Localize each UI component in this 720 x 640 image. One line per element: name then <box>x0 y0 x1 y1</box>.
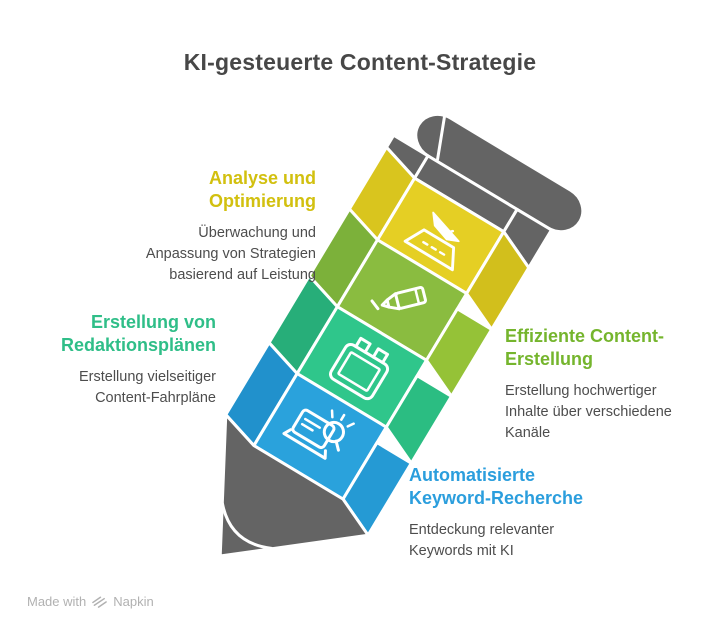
marker-pen-icon <box>370 285 427 311</box>
step-label-redaktion: Erstellung von Redaktionsplänen Erstellu… <box>16 311 216 409</box>
napkin-logo-icon <box>92 596 108 608</box>
step-description: Erstellung hochwertiger Inhalte über ver… <box>505 382 672 442</box>
laptop-search-icon <box>282 408 355 460</box>
step-heading: Analyse und Optimierung <box>208 168 316 211</box>
page-title: KI-gesteuerte Content-Strategie <box>183 49 537 75</box>
step-heading: Automatisierte Keyword-Recherche <box>409 465 584 508</box>
step-description: Entdeckung relevanter Keywords mit KI <box>409 521 555 560</box>
plane-takeoff-icon <box>403 211 460 272</box>
made-with-napkin: Made with Napkin <box>27 594 154 609</box>
step-description: Überwachung und Anpassung von Strategien… <box>145 224 316 284</box>
made-with-text: Made with <box>27 594 87 609</box>
notepad-icon <box>328 336 390 401</box>
step-heading: Effiziente Content- Erstellung <box>505 326 664 369</box>
brand-text: Napkin <box>113 594 154 609</box>
tip-arc <box>220 502 273 550</box>
step-label-effizient: Effiziente Content- Erstellung Erstellun… <box>505 325 710 445</box>
pencil-tip <box>218 413 370 558</box>
step-label-analyse: Analyse und Optimierung Überwachung und … <box>86 167 316 287</box>
step-description: Erstellung vielseitiger Content-Fahrplän… <box>78 368 216 407</box>
eraser-seam <box>436 115 446 161</box>
step-label-keyword: Automatisierte Keyword-Recherche Entdeck… <box>409 464 654 562</box>
step-heading: Erstellung von Redaktionsplänen <box>60 312 216 355</box>
